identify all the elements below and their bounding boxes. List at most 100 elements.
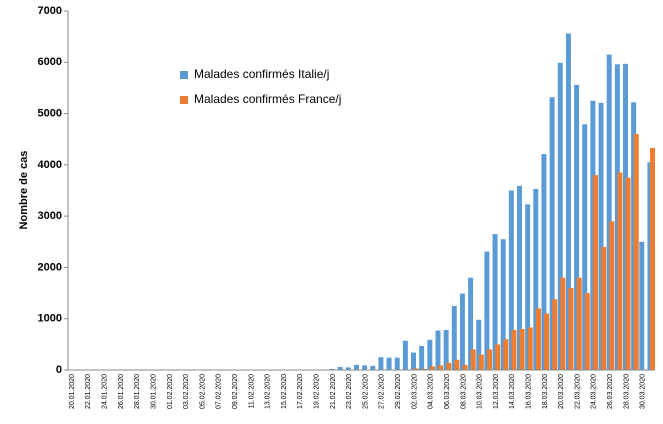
x-tick-label: 15.02.2020 — [281, 374, 288, 409]
bar — [647, 162, 653, 370]
x-tick-label: 08.03.2020 — [460, 374, 467, 409]
x-tick-label: 14.03.2020 — [509, 374, 516, 409]
bar — [552, 299, 558, 370]
bar — [592, 175, 598, 370]
legend-swatch — [180, 71, 188, 79]
bar — [517, 185, 523, 370]
bar — [484, 251, 490, 370]
bar — [394, 357, 400, 370]
bar — [511, 329, 517, 370]
bar — [353, 364, 359, 370]
bar — [525, 204, 531, 370]
x-tick-label: 07.02.2020 — [216, 374, 223, 409]
bar — [541, 154, 547, 370]
bar — [443, 329, 449, 370]
bar — [633, 134, 639, 370]
bar — [584, 293, 590, 370]
bar — [590, 100, 596, 370]
x-tick-label: 18.03.2020 — [542, 374, 549, 409]
x-tick-label: 06.03.2020 — [444, 374, 451, 409]
x-tick-label: 22.03.2020 — [574, 374, 581, 409]
bar — [565, 33, 571, 371]
bar — [601, 246, 607, 370]
bar — [492, 234, 498, 370]
bar — [617, 172, 623, 370]
x-tick-label: 16.03.2020 — [525, 374, 532, 409]
x-tick-label: 20.01.2020 — [69, 374, 76, 409]
x-tick-label: 27.02.2020 — [379, 374, 386, 409]
bar — [468, 277, 474, 370]
x-tick-label: 25.02.2020 — [362, 374, 369, 409]
x-tick-label: 24.01.2020 — [102, 374, 109, 409]
bar — [495, 344, 501, 370]
bar — [557, 62, 563, 370]
bar — [454, 359, 460, 370]
bar — [631, 102, 637, 370]
bar — [329, 368, 335, 370]
bar — [402, 340, 408, 370]
bar — [370, 365, 376, 370]
x-tick-label: 11.02.2020 — [248, 374, 255, 409]
bar — [413, 368, 419, 370]
x-tick-label: 23.02.2020 — [346, 374, 353, 409]
bar — [639, 241, 645, 370]
bar — [598, 102, 604, 371]
bar — [533, 188, 539, 370]
bar — [427, 339, 433, 370]
legend-label: Malades confirmés France/j — [194, 92, 341, 106]
y-tick-label: 5000 — [38, 107, 62, 119]
x-tick-label: 30.03.2020 — [640, 374, 647, 409]
bar — [519, 328, 525, 370]
bar — [568, 287, 574, 370]
x-tick-label: 01.02.2020 — [167, 374, 174, 409]
y-tick-label: 7000 — [38, 5, 62, 17]
x-tick-label: 12.03.2020 — [493, 374, 500, 409]
x-tick-label: 26.03.2020 — [607, 374, 614, 409]
bar — [419, 345, 425, 370]
y-tick-label: 2000 — [38, 261, 62, 273]
x-tick-label: 29.02.2020 — [395, 374, 402, 409]
bar — [549, 97, 555, 370]
bar — [476, 319, 482, 370]
bar — [478, 354, 484, 370]
x-tick-label: 19.02.2020 — [314, 374, 321, 409]
x-tick-label: 20.03.2020 — [558, 374, 565, 409]
bar — [622, 63, 628, 371]
y-axis-label: Nombre de cas — [18, 151, 30, 230]
bar — [560, 277, 566, 370]
bar — [614, 64, 620, 370]
x-tick-label: 30.01.2020 — [150, 374, 157, 409]
x-tick-label: 02.03.2020 — [411, 374, 418, 409]
x-tick-label: 22.01.2020 — [85, 374, 92, 409]
x-tick-label: 10.03.2020 — [477, 374, 484, 409]
bar — [508, 190, 514, 370]
bar — [435, 330, 441, 370]
bar — [337, 366, 343, 370]
bar — [625, 177, 631, 370]
bar — [486, 349, 492, 370]
x-tick-label: 24.03.2020 — [591, 374, 598, 409]
bar — [582, 124, 588, 370]
bar — [606, 54, 612, 370]
bar — [576, 277, 582, 370]
legend-label: Malades confirmés Italie/j — [194, 67, 329, 81]
x-tick-label: 03.02.2020 — [183, 374, 190, 409]
bar — [362, 365, 368, 370]
bar — [378, 357, 384, 370]
y-tick-label: 3000 — [38, 210, 62, 222]
bar — [429, 366, 435, 370]
bar — [421, 368, 427, 370]
bar — [446, 362, 452, 370]
x-tick-label: 05.02.2020 — [199, 374, 206, 409]
x-tick-label: 13.02.2020 — [265, 374, 272, 409]
bar — [386, 357, 392, 370]
bar — [503, 339, 509, 370]
x-tick-label: 09.02.2020 — [232, 374, 239, 409]
y-tick-label: 1000 — [38, 313, 62, 325]
y-tick-label: 6000 — [38, 56, 62, 68]
bar — [574, 84, 580, 370]
x-tick-label: 17.02.2020 — [297, 374, 304, 409]
bar — [527, 327, 533, 370]
